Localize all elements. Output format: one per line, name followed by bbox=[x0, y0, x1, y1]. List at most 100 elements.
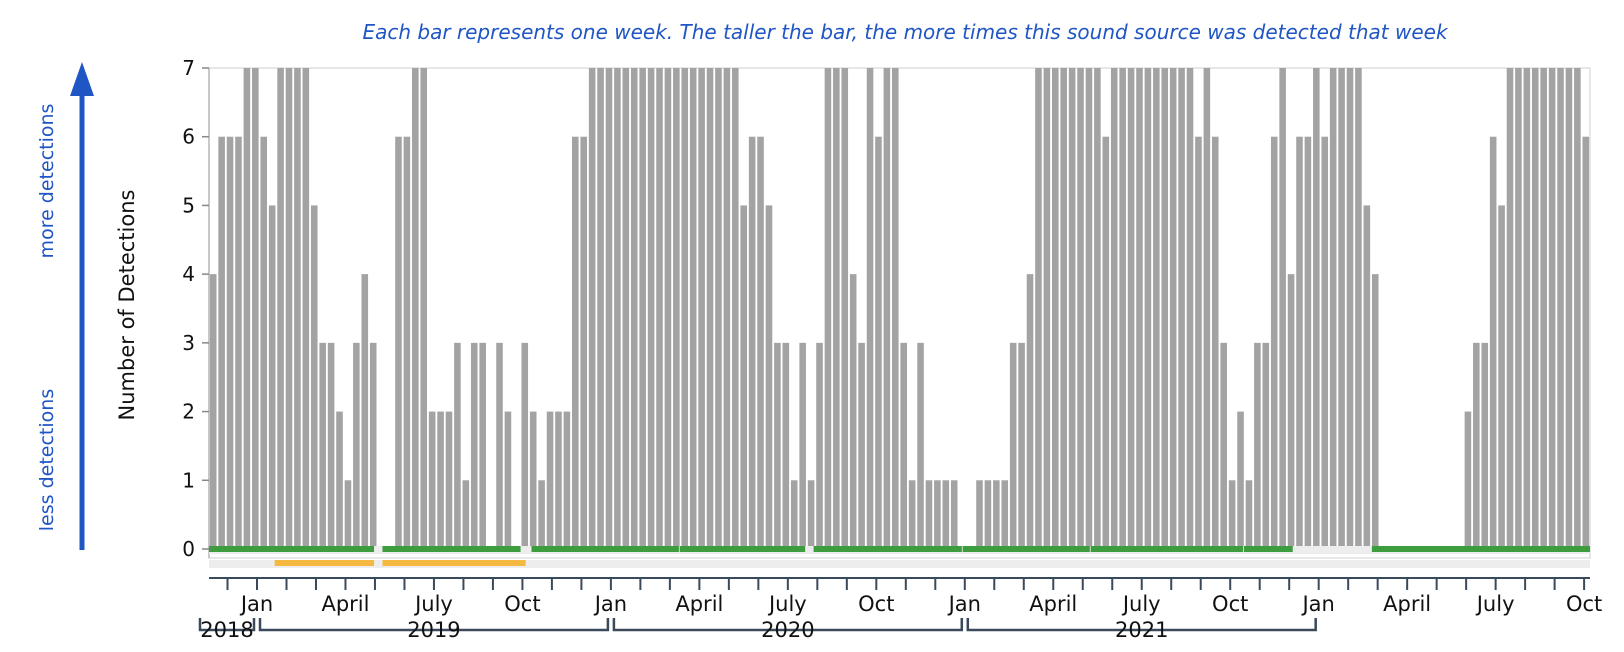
detection-bar bbox=[614, 68, 621, 549]
detection-bar bbox=[1363, 205, 1371, 549]
secondary-segment bbox=[382, 560, 526, 566]
year-label: 2020 bbox=[761, 618, 814, 642]
detection-bar bbox=[1557, 68, 1564, 549]
detection-bar bbox=[816, 342, 823, 549]
detection-bar bbox=[1523, 68, 1531, 549]
detection-bar bbox=[917, 342, 924, 549]
detection-bar bbox=[748, 136, 756, 549]
detection-bar bbox=[1515, 68, 1522, 549]
detection-bar bbox=[934, 480, 941, 549]
detection-bar bbox=[1540, 68, 1547, 549]
detection-bar bbox=[395, 136, 402, 549]
detection-bar bbox=[715, 68, 722, 549]
detection-bar bbox=[1110, 68, 1118, 549]
detection-bar bbox=[866, 68, 874, 549]
x-tick-label: July bbox=[413, 592, 453, 616]
detection-bar bbox=[807, 480, 815, 549]
detection-bar bbox=[1144, 68, 1152, 549]
detection-bar bbox=[732, 68, 739, 549]
detection-bar bbox=[580, 136, 588, 549]
year-bracket bbox=[966, 618, 1317, 632]
detection-bar bbox=[1178, 68, 1185, 549]
year-brackets: 2018 2019 2020 2021 bbox=[198, 618, 1317, 642]
detection-bar bbox=[1287, 274, 1295, 549]
detection-bar bbox=[605, 68, 613, 549]
detection-bar bbox=[479, 342, 486, 549]
detection-bar bbox=[310, 205, 318, 549]
y-tick-label: 7 bbox=[182, 56, 195, 80]
x-tick-label: April bbox=[1029, 592, 1077, 616]
detection-bar bbox=[1338, 68, 1345, 549]
detection-bar bbox=[563, 411, 571, 549]
x-tick-label: Oct bbox=[1212, 592, 1248, 616]
detection-bar bbox=[1077, 68, 1084, 549]
detection-bar bbox=[1565, 68, 1573, 549]
detection-bar bbox=[1169, 68, 1177, 549]
detection-bar bbox=[647, 68, 655, 549]
detection-bar bbox=[462, 480, 470, 549]
detection-bar bbox=[496, 342, 503, 549]
detection-bar bbox=[1506, 68, 1514, 549]
detection-bar bbox=[1060, 68, 1067, 549]
detection-bar bbox=[706, 68, 714, 549]
detection-bar bbox=[1043, 68, 1051, 549]
detection-bar bbox=[689, 68, 697, 549]
detection-bar bbox=[1498, 205, 1505, 549]
x-tick-label: April bbox=[321, 592, 369, 616]
detection-bar bbox=[361, 274, 369, 549]
detection-bar bbox=[218, 136, 225, 549]
year-bracket bbox=[612, 618, 964, 632]
bars-group bbox=[209, 68, 1590, 549]
detection-bar bbox=[774, 342, 781, 549]
x-tick-label: Jan bbox=[1300, 592, 1334, 616]
detection-bar bbox=[1262, 342, 1270, 549]
detection-bar bbox=[470, 342, 478, 549]
direction-arrow-head-icon bbox=[70, 62, 94, 96]
x-tick-label: Jan bbox=[947, 592, 981, 616]
detection-bar bbox=[209, 274, 217, 549]
detection-bar bbox=[723, 68, 731, 549]
detection-bar bbox=[445, 411, 453, 549]
detection-bar bbox=[538, 480, 545, 549]
detection-bar bbox=[555, 411, 562, 549]
detection-bar bbox=[1211, 136, 1219, 549]
x-tick-label: July bbox=[1121, 592, 1161, 616]
deployment-segment bbox=[1243, 546, 1293, 552]
detection-bar bbox=[336, 411, 343, 549]
detection-bar bbox=[1051, 68, 1059, 549]
deployment-segment bbox=[962, 546, 1090, 552]
deployment-segment bbox=[813, 546, 962, 552]
detection-bar bbox=[1018, 342, 1025, 549]
detection-bar bbox=[521, 342, 529, 549]
detection-bar bbox=[504, 411, 512, 549]
detection-bar bbox=[412, 68, 419, 549]
detection-bar bbox=[1195, 136, 1202, 549]
deployment-segment bbox=[1371, 546, 1590, 552]
detection-bar bbox=[1094, 68, 1101, 549]
detection-bar bbox=[1085, 68, 1093, 549]
chart-caption: Each bar represents one week. The taller… bbox=[362, 20, 1448, 44]
detection-bar bbox=[681, 68, 689, 549]
detection-bar bbox=[950, 480, 958, 549]
deployment-segment bbox=[382, 546, 521, 552]
detection-bar bbox=[883, 68, 891, 549]
detection-bar bbox=[740, 205, 748, 549]
detection-bar bbox=[546, 411, 554, 549]
detection-bar bbox=[1254, 342, 1261, 549]
detection-bar bbox=[1582, 136, 1590, 549]
detection-bar bbox=[1228, 480, 1236, 549]
detection-bar bbox=[252, 68, 259, 549]
x-tick-label: July bbox=[767, 592, 807, 616]
y-tick-label: 0 bbox=[182, 537, 195, 561]
detection-bar bbox=[420, 68, 428, 549]
detection-bar bbox=[1304, 136, 1312, 549]
detection-bar bbox=[622, 68, 630, 549]
detection-bar bbox=[1279, 68, 1286, 549]
detection-bar bbox=[226, 136, 234, 549]
x-tick-label: April bbox=[675, 592, 723, 616]
detection-bar bbox=[849, 274, 857, 549]
detection-bar bbox=[1203, 68, 1211, 549]
detection-bar bbox=[1237, 411, 1244, 549]
detection-bar bbox=[1464, 411, 1472, 549]
